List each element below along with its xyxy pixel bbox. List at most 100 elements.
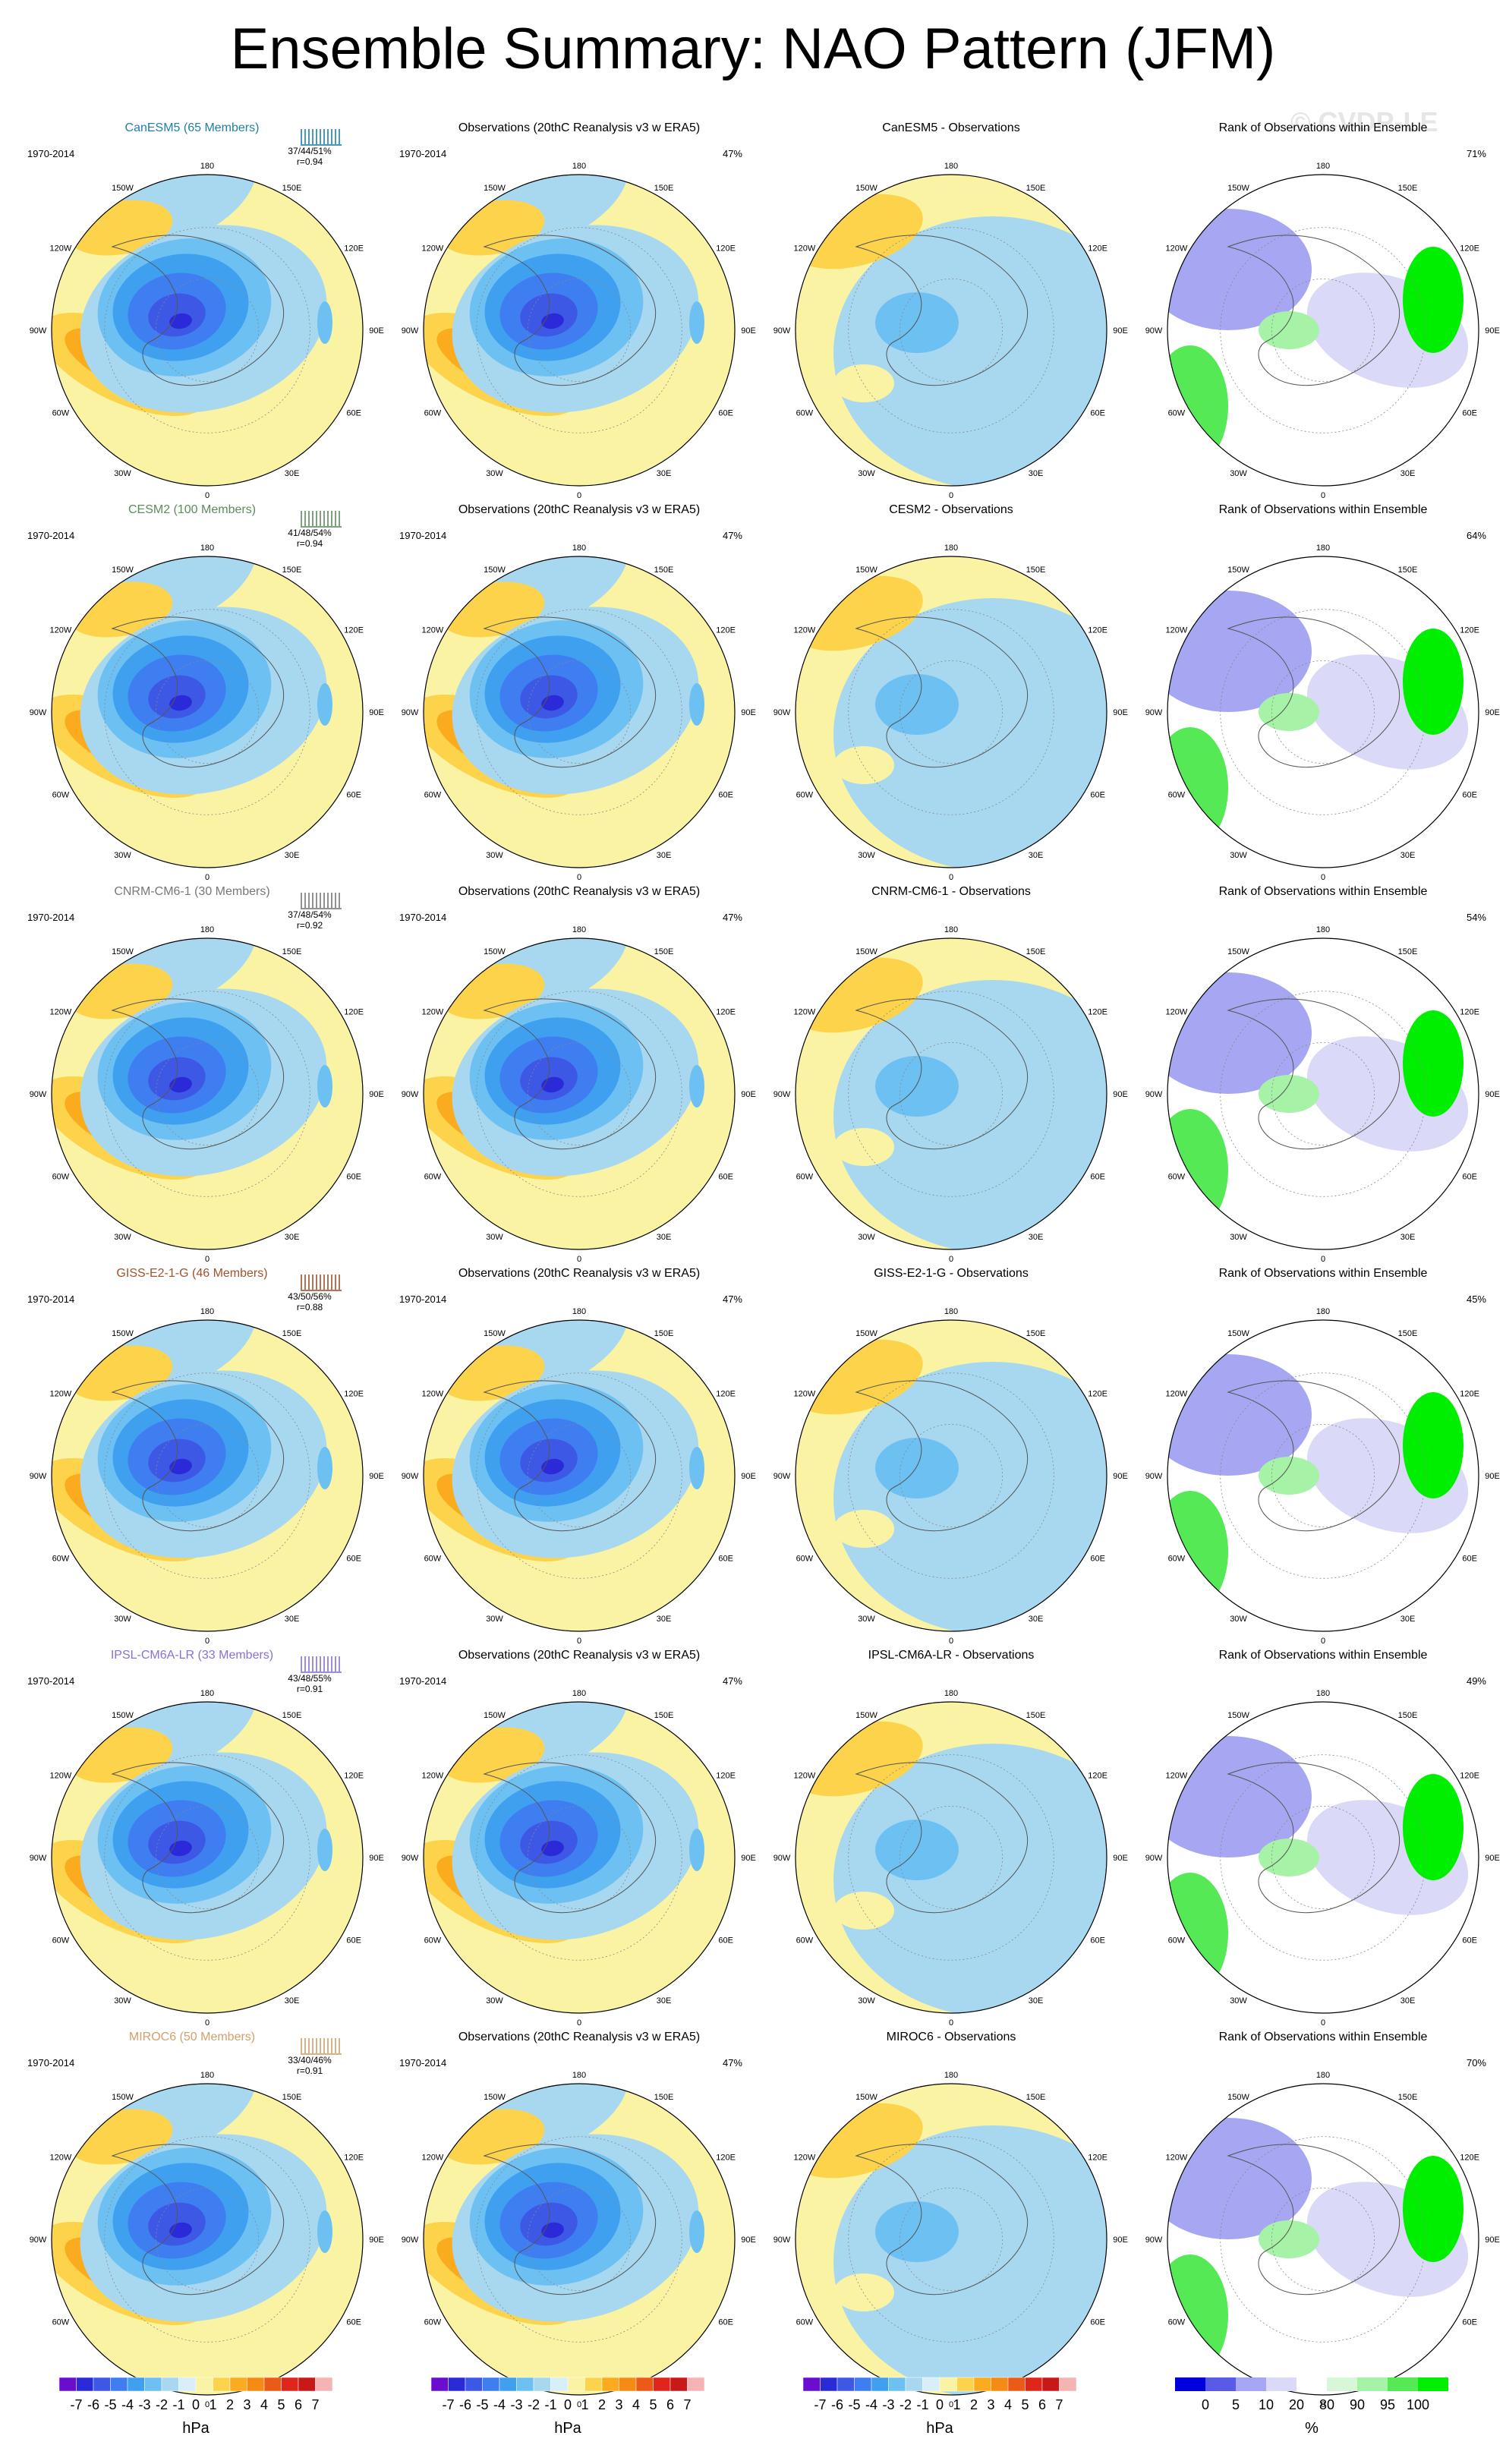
lon-label: 90W — [1145, 1090, 1163, 1099]
lon-label: 120E — [344, 1390, 364, 1399]
coastline — [111, 1380, 285, 1532]
coastline — [483, 2144, 657, 2295]
coastline — [855, 235, 1029, 386]
rank-high-shade — [1259, 311, 1319, 349]
colorbar-tick: 0 — [936, 2397, 944, 2412]
colorbar-swatch — [110, 2377, 128, 2392]
rank-high-shade — [1259, 2220, 1319, 2258]
period-label: 1970-2014 — [27, 148, 75, 159]
lon-label: 120W — [794, 626, 816, 635]
lon-label: 150W — [1227, 566, 1249, 575]
rank-high-shade — [1259, 1075, 1319, 1113]
map-border — [51, 174, 364, 487]
lon-label: 180 — [572, 544, 586, 553]
watermark: © CVDP-LE — [1290, 106, 1438, 137]
lon-label: 30E — [285, 469, 300, 478]
colorbar-tick: -2 — [156, 2397, 168, 2412]
lon-label: 30E — [657, 851, 672, 860]
rank-high-shade — [1403, 1774, 1463, 1880]
diff-positive-shade — [833, 2273, 894, 2311]
lon-label: 0 — [205, 2400, 210, 2409]
lon-label: 120W — [794, 1390, 816, 1399]
lon-label: 0 — [949, 491, 953, 500]
lon-label: 90E — [369, 1854, 384, 1863]
difference-title: CESM2 - Observations — [889, 503, 1013, 516]
ensemble-strip — [301, 129, 342, 146]
colorbar-swatch — [1175, 2377, 1205, 2391]
lon-label: 90W — [30, 708, 47, 717]
lon-label: 150W — [112, 1329, 134, 1338]
lon-label: 180 — [572, 1307, 586, 1316]
rank-percent: 64% — [1466, 530, 1486, 541]
lon-label: 60E — [1462, 791, 1477, 800]
lon-label: 180 — [200, 2071, 214, 2080]
lon-label: 90E — [1485, 1472, 1500, 1481]
rank-title: Rank of Observations within Ensemble — [1218, 121, 1428, 134]
lon-label: 180 — [1316, 1307, 1330, 1316]
lon-label: 180 — [944, 1689, 958, 1698]
map-border — [795, 1701, 1107, 2014]
east-low-shade — [317, 2210, 332, 2253]
lon-label: 30W — [1230, 1233, 1247, 1242]
lon-label: 0 — [949, 873, 953, 882]
stats-label: 41/48/54% r=0.94 — [272, 528, 348, 549]
east-low-shade — [317, 1065, 332, 1108]
lon-label: 0 — [577, 873, 581, 882]
lon-label: 180 — [944, 1307, 958, 1316]
colorbar-tick: -1 — [916, 2397, 928, 2412]
coastline — [111, 1762, 285, 1914]
lon-label: 120W — [1166, 1390, 1188, 1399]
lon-label: 60W — [52, 2318, 70, 2327]
lon-label: 0 — [205, 2018, 210, 2028]
diff-positive-shade — [833, 1128, 894, 1166]
rank-title: Rank of Observations within Ensemble — [1218, 503, 1428, 516]
lon-label: 150E — [282, 566, 302, 575]
map-border — [1167, 937, 1479, 1250]
lon-label: 120W — [794, 244, 816, 254]
lon-label: 60W — [52, 1173, 70, 1182]
ensemble-strip — [301, 893, 342, 909]
rank-title: Rank of Observations within Ensemble — [1218, 1649, 1428, 1662]
lon-label: 180 — [572, 162, 586, 171]
obs-title: Observations (20thC Reanalysis v3 w ERA5… — [458, 885, 701, 898]
colorbar-swatch — [1059, 2377, 1077, 2392]
lon-label: 0 — [577, 1637, 581, 1646]
lon-label: 60E — [1462, 2318, 1477, 2327]
lon-label: 180 — [944, 162, 958, 171]
map-border — [1167, 556, 1479, 868]
model-title: CanESM5 (65 Members) — [124, 121, 260, 134]
lon-label: 60W — [52, 791, 70, 800]
panel-observations: Observations (20thC Reanalysis v3 w ERA5… — [393, 2031, 765, 2410]
lon-label: 90E — [741, 1090, 756, 1099]
lon-label: 120W — [422, 1390, 444, 1399]
lon-label: 30W — [1230, 469, 1247, 478]
colorbar-tick: -1 — [544, 2397, 556, 2412]
lon-label: 0 — [1321, 2400, 1325, 2409]
lon-label: 60E — [1090, 1555, 1105, 1564]
stats-label: 43/50/56% r=0.88 — [272, 1291, 348, 1312]
lon-label: 60W — [424, 1936, 442, 1946]
lon-label: 30E — [1029, 469, 1044, 478]
colorbar-swatch — [1025, 2377, 1043, 2392]
colorbar-tick: 4 — [260, 2397, 268, 2412]
period-label: 1970-2014 — [399, 1293, 447, 1305]
colorbar-swatch — [178, 2377, 197, 2392]
lon-label: 60E — [718, 1555, 733, 1564]
panel-difference: CanESM5 - Observations 180 150E 120E 90E 60E 3… — [765, 121, 1137, 501]
rank-title: Rank of Observations within Ensemble — [1218, 1267, 1428, 1280]
correlation-value: r=0.92 — [296, 920, 323, 931]
lon-label: 180 — [1316, 1689, 1330, 1698]
lon-label: 30W — [858, 1233, 875, 1242]
diff-positive-shade — [833, 746, 894, 784]
colorbar-tick: -3 — [882, 2397, 894, 2412]
colorbar-tick: 2 — [970, 2397, 978, 2412]
lon-label: 60E — [718, 1936, 733, 1946]
lon-label: 90W — [30, 1090, 47, 1099]
panel-rank: Rank of Observations within Ensemble 64% 1… — [1137, 503, 1506, 883]
colorbar-swatch — [76, 2377, 94, 2392]
lon-label: 180 — [944, 544, 958, 553]
colorbar-swatch — [802, 2377, 821, 2392]
rank-high-shade — [1403, 2156, 1463, 2262]
